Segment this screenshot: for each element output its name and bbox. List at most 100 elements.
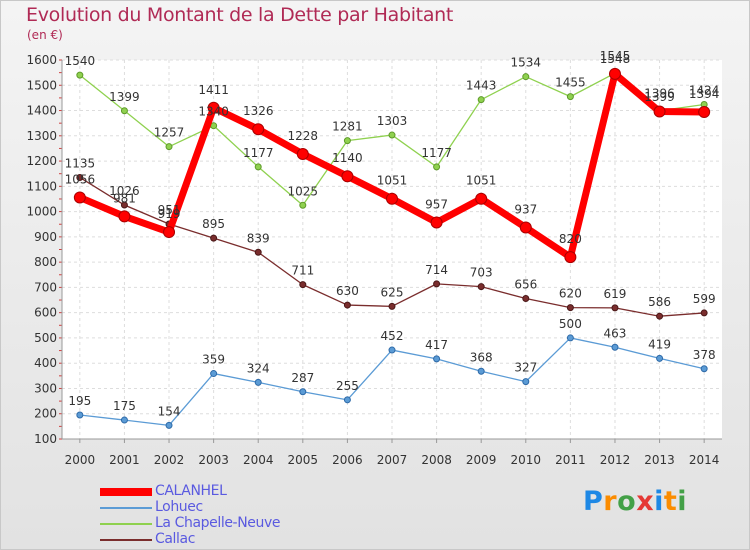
data-point bbox=[120, 201, 128, 209]
data-label: 586 bbox=[648, 295, 671, 309]
y-tick-label: 1500 bbox=[26, 78, 57, 92]
data-point bbox=[388, 131, 396, 139]
data-label: 1540 bbox=[65, 54, 96, 68]
x-tick-label: 2013 bbox=[644, 453, 675, 467]
x-tick-label: 2009 bbox=[466, 453, 497, 467]
legend-swatch bbox=[100, 488, 152, 496]
data-label: 820 bbox=[559, 232, 582, 246]
data-point bbox=[76, 71, 84, 79]
x-tick-label: 2014 bbox=[689, 453, 720, 467]
data-label: 378 bbox=[693, 348, 716, 362]
data-label: 1177 bbox=[421, 146, 452, 160]
data-label: 937 bbox=[514, 203, 537, 217]
data-point bbox=[700, 365, 708, 373]
data-label: 1135 bbox=[65, 156, 96, 170]
data-point bbox=[252, 123, 265, 136]
data-point bbox=[210, 234, 218, 242]
y-tick-label: 1600 bbox=[26, 53, 57, 67]
data-label: 1534 bbox=[511, 56, 542, 70]
x-tick-label: 2010 bbox=[511, 453, 542, 467]
legend-swatch bbox=[100, 523, 152, 525]
data-label: 703 bbox=[470, 266, 493, 280]
data-label: 1228 bbox=[288, 129, 319, 143]
data-point bbox=[165, 143, 173, 151]
x-tick-label: 2008 bbox=[421, 453, 452, 467]
data-label: 1399 bbox=[644, 90, 675, 104]
chart-subtitle: (en €) bbox=[27, 28, 63, 42]
chart-legend: CALANHEL Lohuec La Chapelle-Neuve Callac bbox=[100, 483, 360, 548]
logo-letter: r bbox=[603, 486, 618, 517]
data-label: 324 bbox=[247, 361, 270, 375]
data-point bbox=[207, 101, 220, 114]
data-point bbox=[386, 192, 398, 205]
proxiti-logo: Proxiti bbox=[583, 486, 687, 517]
legend-label: CALANHEL bbox=[155, 483, 227, 499]
y-tick-label: 1000 bbox=[26, 205, 57, 219]
data-point bbox=[522, 73, 530, 81]
data-label: 919 bbox=[158, 207, 181, 221]
legend-item: La Chapelle-Neuve bbox=[100, 515, 360, 532]
data-point bbox=[433, 163, 441, 171]
y-tick-label: 700 bbox=[34, 280, 57, 294]
data-point bbox=[522, 295, 530, 303]
data-point bbox=[120, 107, 128, 115]
x-tick-label: 2003 bbox=[198, 453, 229, 467]
data-point bbox=[120, 416, 128, 424]
y-tick-label: 900 bbox=[34, 230, 57, 244]
data-point bbox=[341, 170, 354, 183]
data-label: 839 bbox=[247, 231, 270, 245]
data-point bbox=[388, 346, 396, 354]
data-point bbox=[477, 367, 485, 375]
legend-item: Callac bbox=[100, 531, 360, 548]
x-tick-label: 2001 bbox=[109, 453, 140, 467]
data-label: 1326 bbox=[243, 104, 274, 118]
data-point bbox=[656, 354, 664, 362]
legend-label: Callac bbox=[155, 531, 196, 547]
data-point bbox=[343, 301, 351, 309]
x-tick-label: 2000 bbox=[65, 453, 96, 467]
data-point bbox=[254, 163, 262, 171]
data-point bbox=[299, 388, 307, 396]
logo-letter: P bbox=[583, 486, 604, 517]
x-tick-label: 2004 bbox=[243, 453, 274, 467]
data-label: 1051 bbox=[466, 174, 497, 188]
data-label: 1340 bbox=[198, 105, 229, 119]
data-point bbox=[566, 334, 574, 342]
data-label: 1545 bbox=[600, 49, 631, 63]
data-label: 327 bbox=[514, 361, 537, 375]
data-label: 1177 bbox=[243, 146, 274, 160]
data-point bbox=[519, 221, 532, 234]
data-point bbox=[299, 201, 307, 209]
plot-area bbox=[62, 60, 722, 439]
series-lohuec bbox=[76, 334, 708, 429]
data-point bbox=[608, 67, 621, 80]
data-label: 1257 bbox=[154, 126, 185, 140]
data-label: 599 bbox=[693, 292, 716, 306]
logo-letter: i bbox=[677, 486, 688, 517]
data-label: 287 bbox=[291, 371, 314, 385]
chart-title: Evolution du Montant de la Dette par Hab… bbox=[26, 4, 454, 26]
data-point bbox=[388, 302, 396, 310]
data-point bbox=[522, 378, 530, 386]
data-point bbox=[477, 96, 485, 104]
data-label: 175 bbox=[113, 399, 136, 413]
data-point bbox=[76, 173, 84, 181]
data-point bbox=[475, 192, 488, 205]
data-label: 656 bbox=[514, 278, 537, 292]
legend-label: Lohuec bbox=[155, 499, 203, 515]
x-tick-label: 2012 bbox=[600, 453, 631, 467]
data-label: 1025 bbox=[288, 184, 319, 198]
data-point bbox=[433, 355, 441, 363]
data-point bbox=[611, 343, 619, 351]
logo-letter: o bbox=[617, 486, 637, 517]
data-label: 714 bbox=[425, 263, 448, 277]
data-label: 500 bbox=[559, 317, 582, 331]
data-label: 619 bbox=[604, 287, 627, 301]
x-tick-label: 2002 bbox=[154, 453, 185, 467]
data-point bbox=[656, 312, 664, 320]
y-tick-label: 600 bbox=[34, 306, 57, 320]
data-label: 255 bbox=[336, 379, 359, 393]
data-label: 1399 bbox=[109, 90, 140, 104]
data-label: 419 bbox=[648, 337, 671, 351]
y-tick-label: 1400 bbox=[26, 104, 57, 118]
